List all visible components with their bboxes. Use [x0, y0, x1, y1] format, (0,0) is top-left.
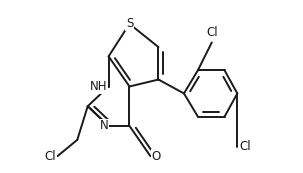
- Text: Cl: Cl: [45, 150, 56, 163]
- Text: NH: NH: [90, 80, 108, 93]
- Text: O: O: [152, 150, 161, 163]
- Text: Cl: Cl: [206, 26, 218, 39]
- Text: N: N: [100, 119, 108, 132]
- Text: S: S: [126, 17, 133, 30]
- Text: Cl: Cl: [240, 140, 251, 153]
